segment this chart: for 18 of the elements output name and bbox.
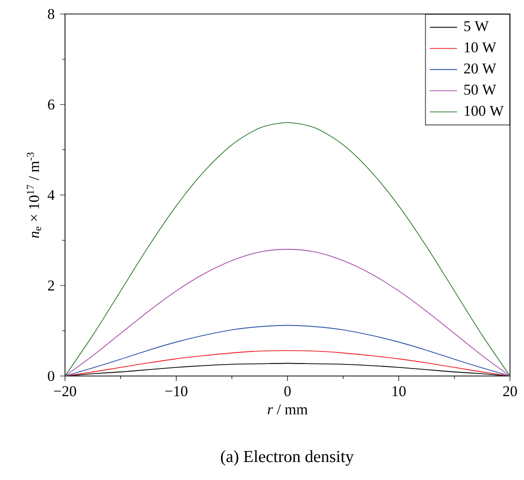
legend-label: 50 W	[464, 84, 496, 95]
x-tick-label: 10	[392, 386, 406, 396]
legend-label: 20 W	[464, 63, 496, 74]
legend-label: 5 W	[464, 21, 489, 32]
x-tick-label: 0	[284, 386, 291, 396]
x-axis-title: r / mm	[268, 404, 308, 414]
x-tick-label: −20	[54, 386, 76, 396]
x-tick-label: −10	[165, 386, 188, 396]
x-tick-label: 20	[503, 386, 517, 396]
legend-label: 10 W	[464, 42, 496, 52]
y-tick-label: 4	[48, 190, 55, 200]
y-tick-label: 0	[48, 370, 54, 382]
y-tick-label: 8	[48, 8, 54, 20]
y-tick-label: 2	[48, 280, 54, 290]
y-tick-label: 6	[48, 99, 54, 110]
text: (a) Electron density	[220, 450, 354, 466]
y-axis-title: n$_{e}$ × 10$^{17}$ / m$^{-3}$	[26, 152, 42, 238]
legend-label: 100 W	[464, 106, 504, 116]
